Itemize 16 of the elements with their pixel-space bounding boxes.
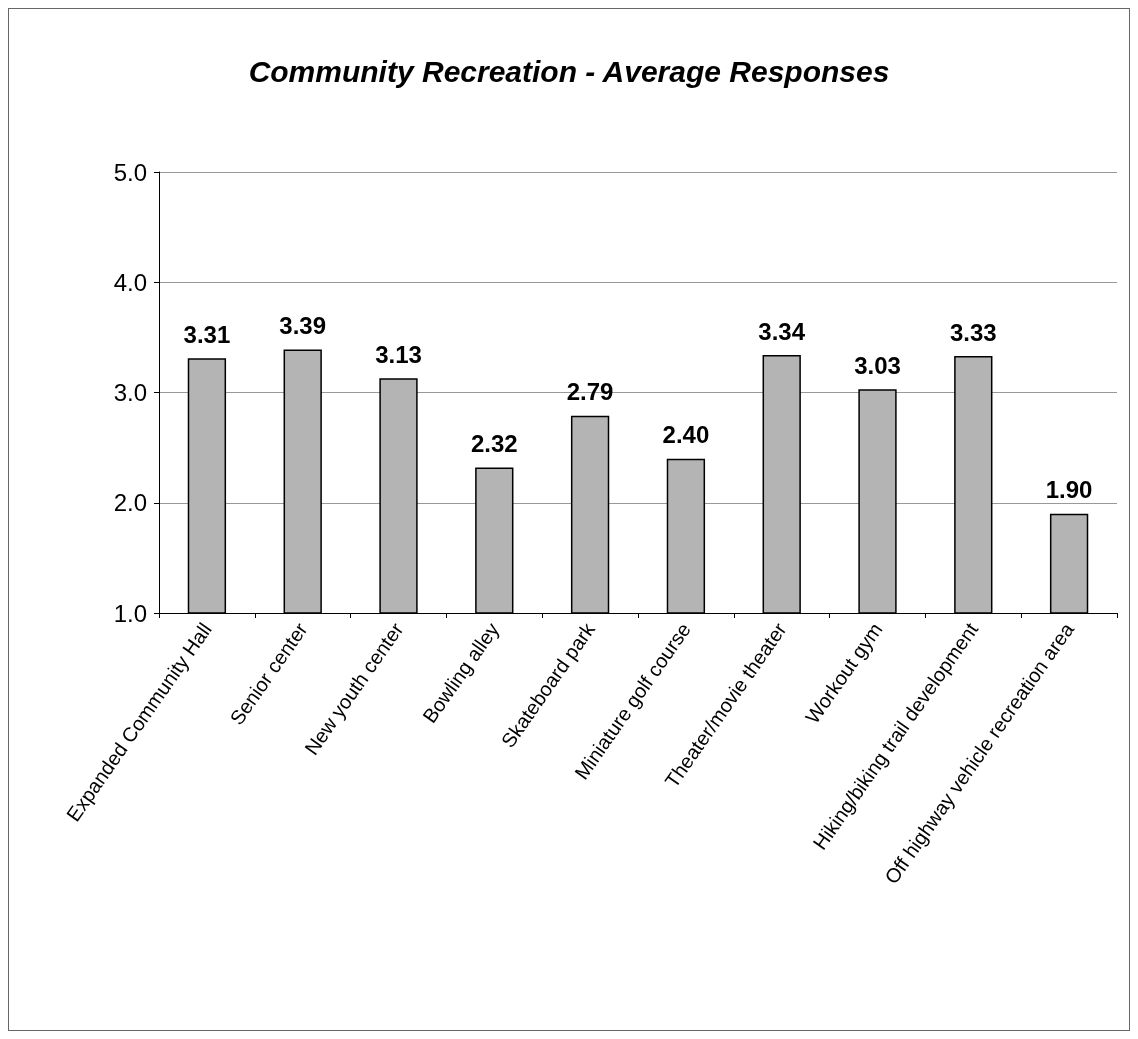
data-label: 3.03 xyxy=(854,351,901,379)
data-label: 2.32 xyxy=(470,429,518,457)
data-label: 1.90 xyxy=(1045,476,1093,504)
y-tick-label: 4.0 xyxy=(113,268,147,296)
data-label: 2.40 xyxy=(662,421,710,449)
y-tick-label: 5.0 xyxy=(113,158,147,186)
data-label: 2.79 xyxy=(566,378,614,406)
data-label: 3.34 xyxy=(758,317,806,345)
y-tick-label: 3.0 xyxy=(113,379,147,406)
data-label: 3.33 xyxy=(949,318,997,346)
data-label: 3.13 xyxy=(375,340,422,368)
data-label: 3.39 xyxy=(279,312,327,339)
chart-title: Community Recreation - Average Responses xyxy=(248,54,890,88)
y-tick-label: 2.0 xyxy=(113,489,147,517)
y-tick-label: 1.0 xyxy=(113,599,147,627)
data-label: 3.31 xyxy=(183,320,231,348)
